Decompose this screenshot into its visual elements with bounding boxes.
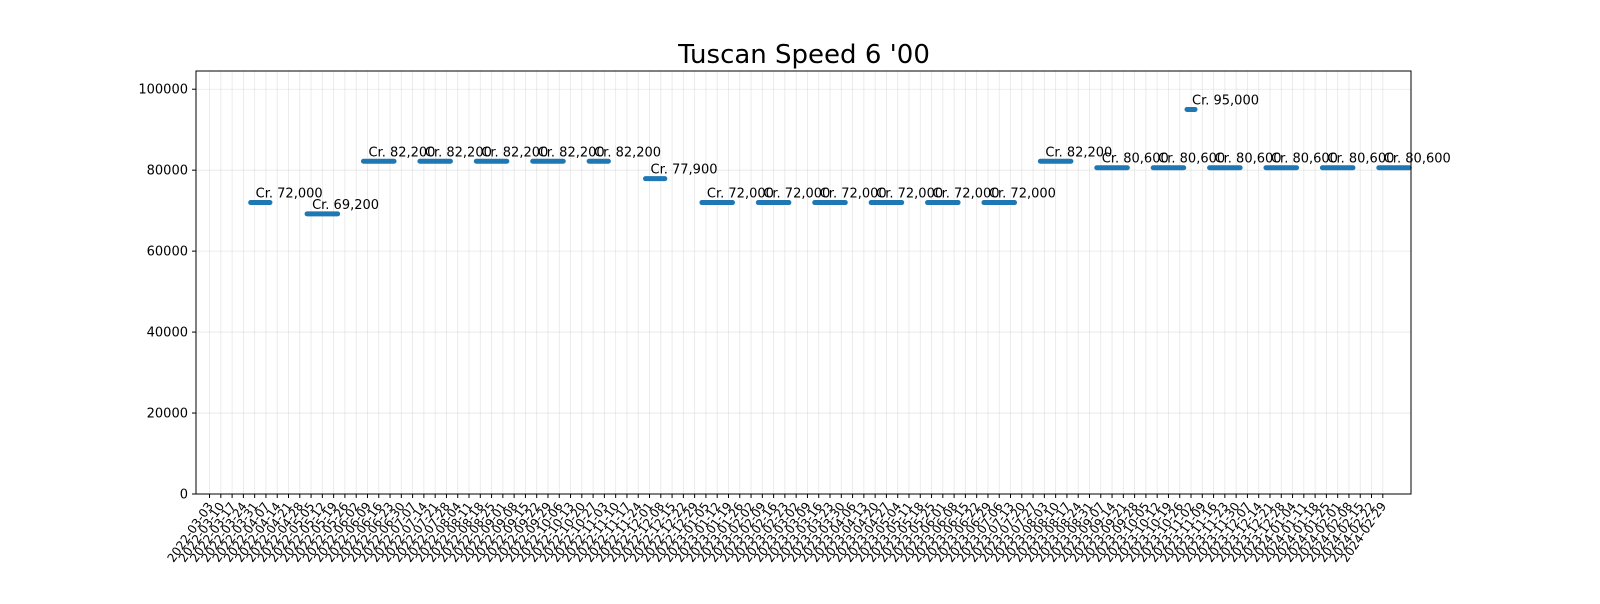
y-tick-label: 100000 — [138, 83, 188, 98]
data-label: Cr. 80,600 — [1271, 152, 1338, 167]
data-label: Cr. 72,000 — [989, 187, 1056, 202]
data-label: Cr. 72,000 — [820, 187, 887, 202]
data-label: Cr. 82,200 — [1045, 145, 1112, 160]
y-tick-label: 40000 — [147, 326, 188, 341]
data-label: Cr. 80,600 — [1158, 152, 1225, 167]
data-label: Cr. 80,600 — [1327, 152, 1394, 167]
data-label: Cr. 72,000 — [256, 187, 323, 202]
y-tick-label: 60000 — [147, 245, 188, 260]
y-tick-label: 20000 — [147, 407, 188, 422]
chart-title: Tuscan Speed 6 '00 — [677, 40, 930, 70]
data-label: Cr. 72,000 — [876, 187, 943, 202]
data-label: Cr. 82,200 — [594, 145, 661, 160]
data-label: Cr. 72,000 — [933, 187, 1000, 202]
data-label: Cr. 95,000 — [1192, 93, 1259, 108]
y-tick-label: 0 — [180, 488, 188, 503]
data-label: Cr. 82,200 — [368, 145, 435, 160]
data-label: Cr. 72,000 — [707, 187, 774, 202]
data-label: Cr. 82,200 — [538, 145, 605, 160]
grid-layer — [196, 71, 1411, 495]
y-axis: 0 20000 40000 60000 80000 100000 — [138, 83, 196, 503]
data-label: Cr. 72,000 — [763, 187, 830, 202]
x-axis: 2022-03-032022-03-102022-03-172022-03-24… — [165, 494, 1389, 565]
y-tick-label: 80000 — [147, 164, 188, 179]
data-label: Cr. 77,900 — [651, 163, 718, 178]
data-label: Cr. 80,600 — [1102, 152, 1169, 167]
data-label: Cr. 82,200 — [425, 145, 492, 160]
plot-frame — [195, 70, 1412, 495]
data-label: Cr. 80,600 — [1384, 152, 1451, 167]
data-label: Cr. 69,200 — [312, 198, 379, 213]
data-label: Cr. 82,200 — [481, 145, 548, 160]
data-label: Cr. 80,600 — [1215, 152, 1282, 167]
series-layer — [248, 106, 1412, 217]
